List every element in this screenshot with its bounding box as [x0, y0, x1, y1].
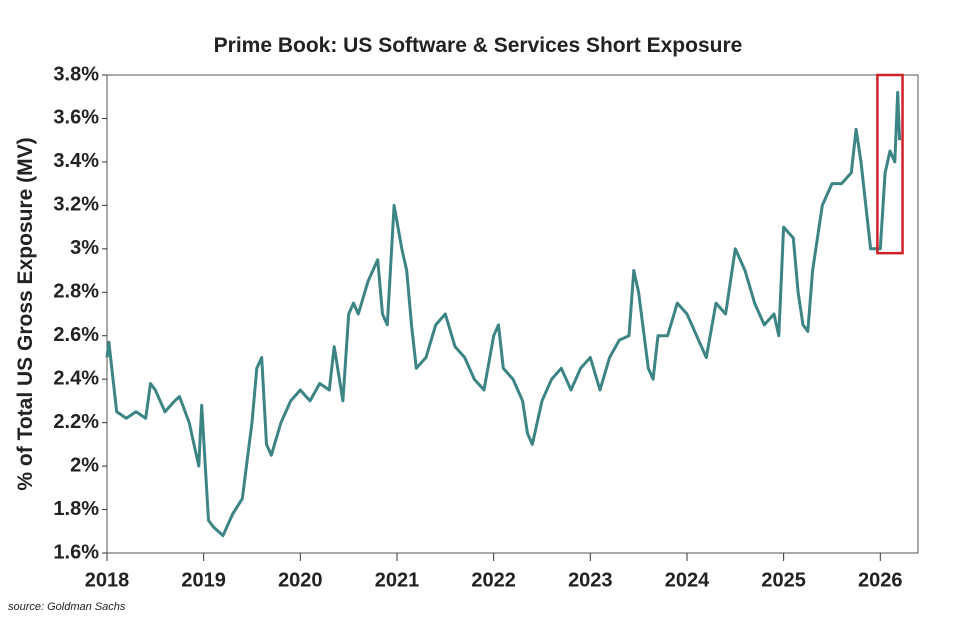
- source-note: source: Goldman Sachs: [8, 601, 126, 613]
- y-tick-label: 1.8%: [53, 498, 99, 520]
- y-tick-label: 3%: [70, 237, 99, 259]
- highlight-box: [876, 73, 904, 255]
- x-tick-label: 2021: [375, 569, 420, 591]
- y-tick-label: 3.4%: [53, 150, 99, 172]
- y-tick-label: 1.6%: [53, 541, 99, 563]
- y-tick-label: 3.6%: [53, 107, 99, 129]
- x-tick-label: 2020: [278, 569, 323, 591]
- x-tick-label: 2022: [471, 569, 516, 591]
- line-series: [105, 90, 902, 538]
- y-tick-label: 2.6%: [53, 324, 99, 346]
- y-tick-label: 2.2%: [53, 411, 99, 433]
- x-tick-label: 2025: [761, 569, 806, 591]
- y-tick-label: 3.8%: [53, 63, 99, 85]
- y-axis-label: % of Total US Gross Exposure (MV): [14, 137, 37, 490]
- plot-frame: [106, 74, 919, 554]
- x-tick-label: 2026: [858, 569, 903, 591]
- chart-title: Prime Book: US Software & Services Short…: [214, 34, 743, 57]
- x-tick-label: 2018: [85, 569, 130, 591]
- x-tick-label: 2024: [665, 569, 710, 591]
- y-tick-label: 2%: [70, 454, 99, 476]
- y-tick-label: 2.8%: [53, 281, 99, 303]
- y-tick-label: 2.4%: [53, 367, 99, 389]
- y-tick-label: 3.2%: [53, 194, 99, 216]
- x-tick-label: 2023: [568, 569, 613, 591]
- x-tick-label: 2019: [181, 569, 226, 591]
